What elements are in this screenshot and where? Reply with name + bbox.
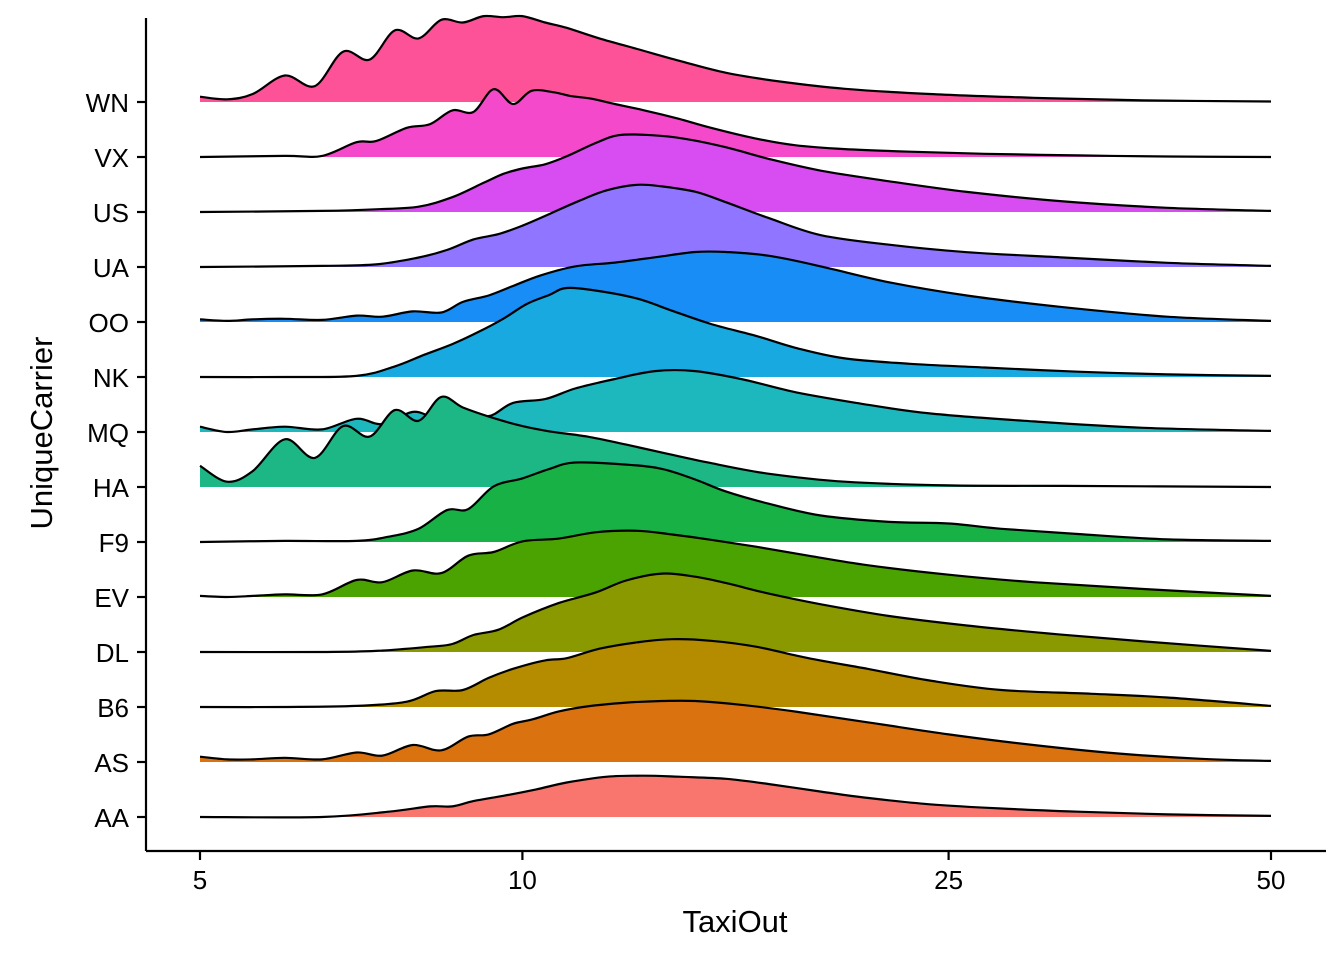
y-tick-label-oo: OO: [89, 308, 129, 338]
y-tick-label-aa: AA: [94, 803, 129, 833]
y-ticks-layer: AA AS B6 DL EV F9 HA MQ NK OO UA US VX WN: [86, 88, 146, 833]
y-tick-label-ha: HA: [93, 473, 130, 503]
y-tick-label-b6: B6: [97, 693, 129, 723]
ridge-ua: [199, 183, 1272, 269]
x-tick-label-25: 25: [934, 865, 963, 895]
ridge-as: [199, 699, 1272, 762]
x-axis-title: TaxiOut: [682, 904, 787, 939]
ridge-area-dl: [200, 573, 1271, 653]
ridge-area-vx: [200, 89, 1271, 157]
ridge-outline-vx: [199, 88, 1272, 159]
ridge-us: [199, 133, 1272, 214]
y-tick-label-wn: WN: [86, 88, 129, 118]
ridges-layer: [199, 14, 1272, 819]
ridge-outline-dl: [199, 572, 1272, 654]
ridge-outline-wn: [199, 14, 1272, 103]
ridge-mq: [199, 368, 1272, 434]
ridge-ha: [199, 395, 1272, 489]
y-tick-label-us: US: [93, 198, 129, 228]
ridge-outline-oo: [199, 250, 1272, 322]
ridge-area-b6: [200, 639, 1271, 708]
y-axis-title: UniqueCarrier: [24, 337, 59, 530]
ridge-dl: [199, 572, 1272, 654]
y-tick-label-ev: EV: [94, 583, 129, 613]
y-tick-label-f9: F9: [99, 528, 129, 558]
ridge-outline-nk: [199, 286, 1272, 379]
ridge-outline-ev: [199, 529, 1272, 599]
ridge-area-nk: [200, 287, 1271, 378]
ridge-outline-f9: [199, 461, 1272, 544]
y-tick-label-as: AS: [94, 748, 129, 778]
y-tick-label-ua: UA: [93, 253, 130, 283]
y-tick-label-mq: MQ: [87, 418, 129, 448]
ridge-outline-ha: [199, 395, 1272, 489]
ridge-wn: [199, 14, 1272, 103]
ridge-nk: [199, 286, 1272, 379]
ridge-area-oo: [200, 251, 1271, 322]
ridge-area-as: [200, 700, 1271, 762]
x-tick-label-10: 10: [508, 865, 537, 895]
ridge-ev: [199, 529, 1272, 599]
ridge-area-aa: [200, 775, 1271, 818]
x-tick-label-5: 5: [193, 865, 207, 895]
x-tick-label-50: 50: [1257, 865, 1286, 895]
y-tick-label-dl: DL: [96, 638, 129, 668]
ridge-area-ua: [200, 184, 1271, 267]
ridge-area-f9: [200, 462, 1271, 542]
ridge-vx: [199, 88, 1272, 159]
x-ticks-layer: 5 10 25 50: [193, 851, 1286, 895]
ridge-outline-mq: [199, 368, 1272, 434]
ridge-area-mq: [200, 370, 1271, 433]
ridge-outline-ua: [199, 183, 1272, 269]
ridge-outline-b6: [199, 638, 1272, 709]
ridge-oo: [199, 250, 1272, 322]
ridge-area-us: [200, 134, 1271, 212]
ridge-outline-as: [199, 699, 1272, 762]
ridge-aa: [199, 774, 1272, 819]
ridge-outline-us: [199, 133, 1272, 214]
ridge-f9: [199, 461, 1272, 544]
ridge-area-ha: [200, 396, 1271, 487]
y-tick-label-nk: NK: [93, 363, 130, 393]
ridge-outline-aa: [199, 774, 1272, 819]
ridge-area-wn: [200, 15, 1271, 102]
ridge-b6: [199, 638, 1272, 709]
y-tick-label-vx: VX: [94, 143, 129, 173]
